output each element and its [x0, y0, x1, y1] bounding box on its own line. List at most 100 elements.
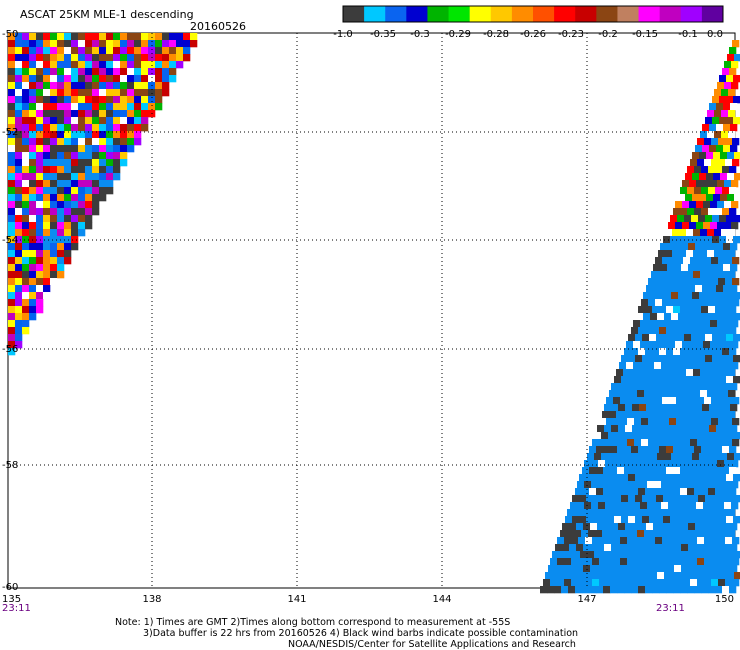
east-swath-cell	[722, 586, 730, 594]
west-swath-cell	[15, 47, 23, 55]
west-swath-cell	[29, 54, 37, 62]
east-swath-cell	[550, 579, 558, 587]
west-swath-cell	[141, 110, 149, 118]
east-swath-cell	[609, 411, 617, 419]
west-swath-cell	[78, 208, 86, 216]
west-swath-cell	[50, 194, 58, 202]
east-swath-cell	[722, 348, 730, 356]
east-swath-cell	[703, 341, 711, 349]
west-swath-cell	[50, 236, 58, 244]
west-swath-cell	[8, 257, 16, 265]
east-swath-cell	[667, 264, 675, 272]
west-swath-cell	[113, 103, 121, 111]
east-swath-cell	[631, 488, 639, 496]
west-swath-cell	[134, 103, 142, 111]
west-swath-cell	[8, 82, 16, 90]
east-swath-cell	[714, 530, 722, 538]
east-swath-cell	[694, 586, 702, 594]
west-swath-cell	[8, 124, 16, 132]
west-swath-cell	[120, 103, 128, 111]
east-swath-cell	[711, 159, 719, 167]
east-swath-cell	[714, 271, 722, 279]
west-swath-cell	[50, 215, 58, 223]
west-swath-cell	[15, 257, 23, 265]
west-swath-cell	[36, 229, 44, 237]
west-swath-cell	[85, 159, 93, 167]
east-swath-cell	[732, 537, 740, 545]
east-swath-cell	[720, 453, 728, 461]
east-swath-cell	[692, 453, 700, 461]
west-swath-cell	[15, 327, 23, 335]
west-swath-cell	[176, 47, 184, 55]
east-swath-cell	[687, 306, 695, 314]
east-swath-cell	[729, 187, 737, 195]
east-swath-cell	[685, 453, 693, 461]
east-swath-cell	[660, 243, 668, 251]
west-swath-cell	[183, 47, 191, 55]
east-swath-cell	[717, 222, 725, 230]
west-swath-cell	[64, 250, 72, 258]
east-swath-cell	[655, 558, 663, 566]
note-line-3: NOAA/NESDIS/Center for Satellite Applica…	[288, 639, 576, 650]
colorbar-tick-6: -0.23	[558, 29, 584, 40]
west-swath-cell	[22, 75, 30, 83]
east-swath-cell	[712, 516, 720, 524]
east-swath-cell	[644, 530, 652, 538]
east-swath-cell	[699, 313, 707, 321]
west-swath-cell	[99, 68, 107, 76]
east-swath-cell	[666, 488, 674, 496]
east-swath-cell	[619, 362, 627, 370]
west-swath-cell	[36, 187, 44, 195]
east-swath-cell	[678, 313, 686, 321]
west-swath-cell	[78, 152, 86, 160]
west-swath-cell	[71, 166, 79, 174]
east-swath-cell	[719, 96, 727, 104]
west-swath-cell	[57, 243, 65, 251]
east-swath-cell	[653, 285, 661, 293]
east-swath-cell	[638, 586, 646, 594]
east-swath-cell	[628, 355, 636, 363]
east-swath-cell	[662, 537, 670, 545]
east-swath-cell	[681, 404, 689, 412]
east-swath-cell	[708, 166, 716, 174]
east-swath-cell	[691, 376, 699, 384]
west-swath-cell	[134, 110, 142, 118]
east-swath-cell	[664, 551, 672, 559]
east-swath-cell	[597, 565, 605, 573]
west-swath-cell	[43, 61, 51, 69]
east-swath-cell	[679, 369, 687, 377]
east-swath-cell	[727, 572, 735, 580]
east-swath-cell	[676, 537, 684, 545]
east-swath-cell	[606, 439, 614, 447]
colorbar	[342, 5, 724, 23]
east-swath-cell	[676, 257, 684, 265]
east-swath-cell	[665, 390, 673, 398]
east-swath-cell	[619, 460, 627, 468]
east-swath-cell	[695, 243, 703, 251]
east-swath-cell	[623, 390, 631, 398]
west-swath-cell	[15, 82, 23, 90]
west-swath-cell	[78, 222, 86, 230]
east-swath-cell	[640, 362, 648, 370]
east-swath-cell	[704, 397, 712, 405]
west-swath-cell	[99, 194, 107, 202]
east-swath-cell	[585, 558, 593, 566]
east-swath-cell	[629, 572, 637, 580]
west-swath-cell	[57, 68, 65, 76]
east-swath-cell	[627, 579, 635, 587]
east-swath-cell	[643, 551, 651, 559]
west-swath-cell	[71, 68, 79, 76]
colorbar-swatch	[406, 6, 428, 22]
east-swath-cell	[663, 474, 671, 482]
west-swath-cell	[71, 96, 79, 104]
east-swath-cell	[693, 250, 701, 258]
west-swath-cell	[43, 229, 51, 237]
east-swath-cell	[599, 439, 607, 447]
east-swath-cell	[726, 215, 734, 223]
west-swath-cell	[15, 320, 23, 328]
east-swath-cell	[712, 376, 720, 384]
east-swath-cell	[575, 488, 583, 496]
east-swath-cell	[682, 481, 690, 489]
east-swath-cell	[714, 110, 722, 118]
west-swath-cell	[36, 292, 44, 300]
